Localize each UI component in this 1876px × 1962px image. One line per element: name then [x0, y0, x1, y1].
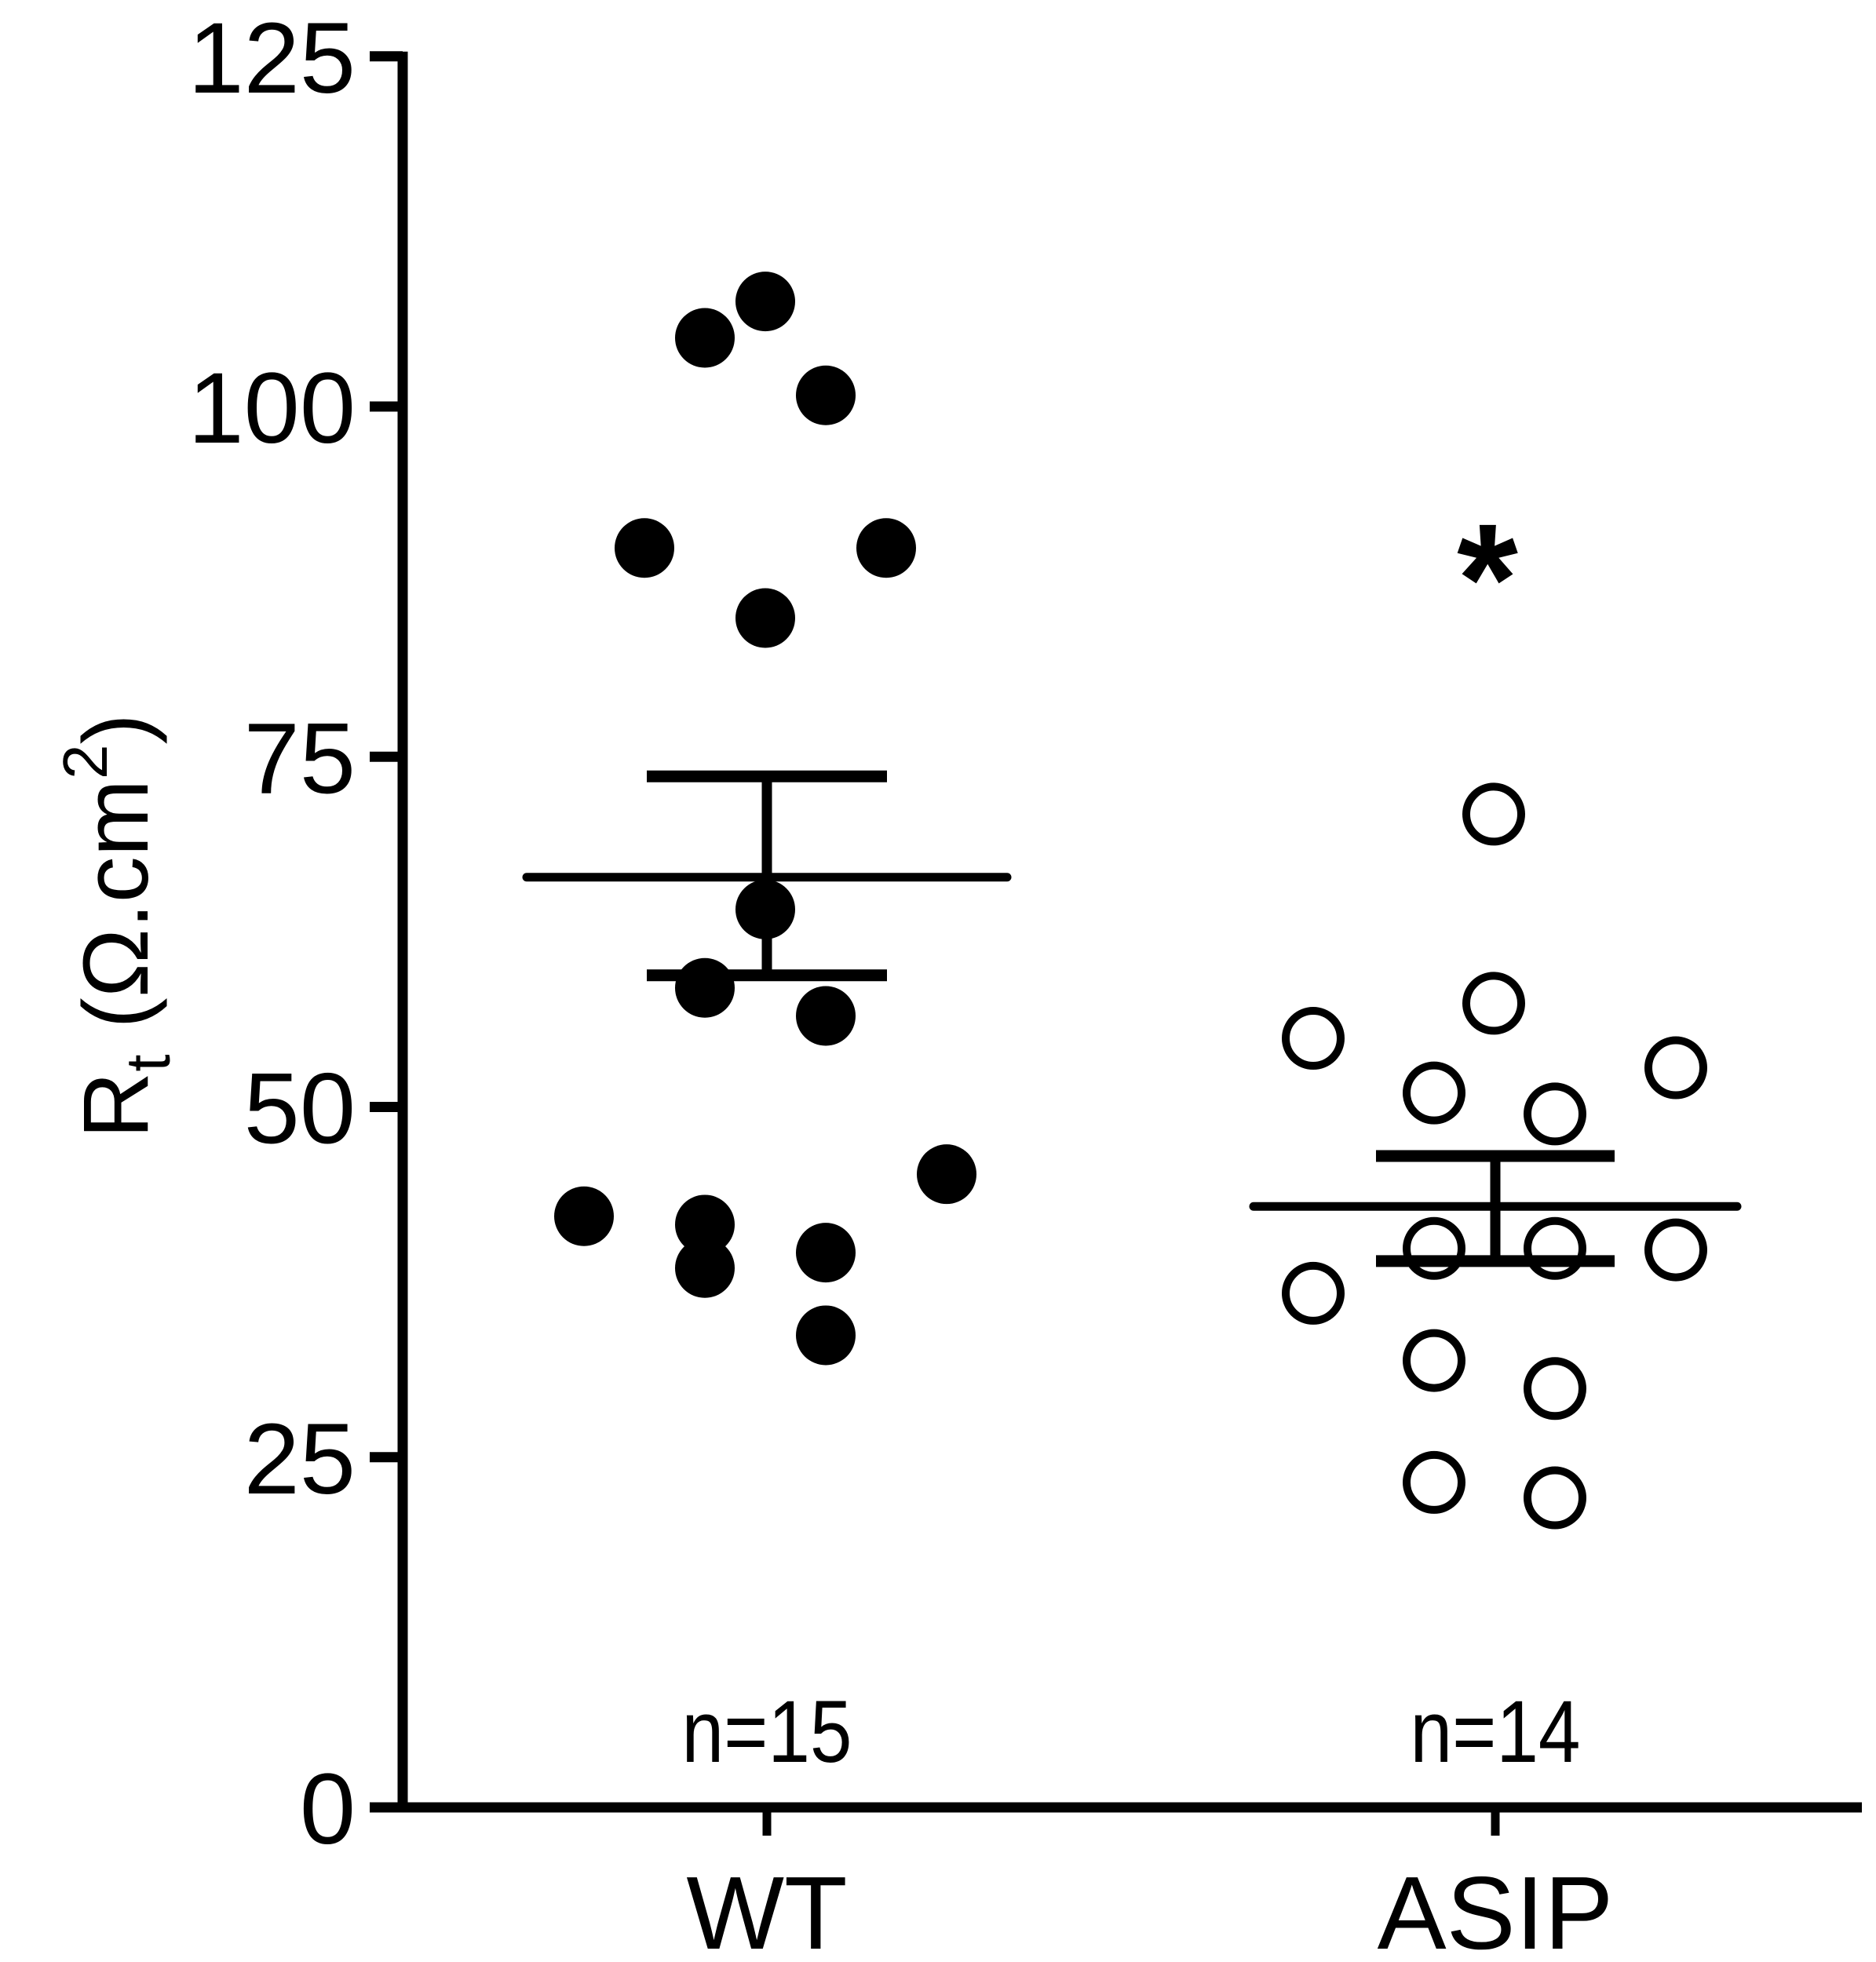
data-point	[1644, 1036, 1707, 1100]
data-point	[1462, 972, 1525, 1035]
y-axis-label: Rt (Ω.cm2)	[50, 713, 183, 1139]
data-point	[1462, 782, 1525, 846]
y-tick-label: 125	[188, 2, 356, 115]
n-count-label: n=14	[1411, 1683, 1581, 1781]
data-point	[554, 1186, 614, 1246]
data-point	[917, 1144, 976, 1205]
data-point	[796, 365, 856, 425]
annotations: *	[1457, 492, 1518, 667]
data-point	[675, 308, 735, 368]
data-point	[675, 1238, 735, 1298]
data-point	[1282, 1261, 1345, 1325]
data-point	[615, 518, 674, 578]
series-asip	[1249, 782, 1742, 1530]
y-tick-label: 0	[300, 1753, 356, 1865]
data-point	[735, 272, 795, 332]
y-axis-title: Rt (Ω.cm2)	[50, 713, 183, 1139]
data-point	[1403, 1061, 1465, 1125]
data-point	[1282, 1007, 1345, 1070]
y-tick-label: 75	[244, 702, 356, 815]
data-point	[675, 1194, 735, 1255]
data-point	[1403, 1216, 1465, 1280]
y-axis: 0 25 50 75 100 125	[188, 2, 408, 1865]
x-category-label: WT	[686, 1855, 847, 1962]
y-tick-label: 50	[244, 1053, 356, 1165]
data-point	[1524, 1082, 1586, 1146]
x-category-label: ASIP	[1378, 1855, 1614, 1962]
data-point	[735, 588, 795, 648]
data-point	[1524, 1357, 1586, 1420]
data-point	[1644, 1218, 1707, 1282]
n-count-label: n=15	[682, 1683, 852, 1781]
data-point	[796, 986, 856, 1046]
series-wt	[522, 272, 1012, 1366]
data-point	[1524, 1466, 1586, 1530]
data-point	[796, 1223, 856, 1283]
y-tick-label: 100	[188, 352, 356, 465]
data-point	[1403, 1450, 1465, 1514]
data-point	[796, 1305, 856, 1366]
data-point	[1524, 1216, 1586, 1280]
significance-asterisk: *	[1457, 492, 1518, 667]
data-point	[856, 518, 916, 578]
data-point	[675, 957, 735, 1018]
y-tick-label: 25	[244, 1403, 356, 1515]
x-axis: WT n=15 ASIP n=14	[398, 1683, 1862, 1962]
data-point	[1403, 1329, 1465, 1392]
